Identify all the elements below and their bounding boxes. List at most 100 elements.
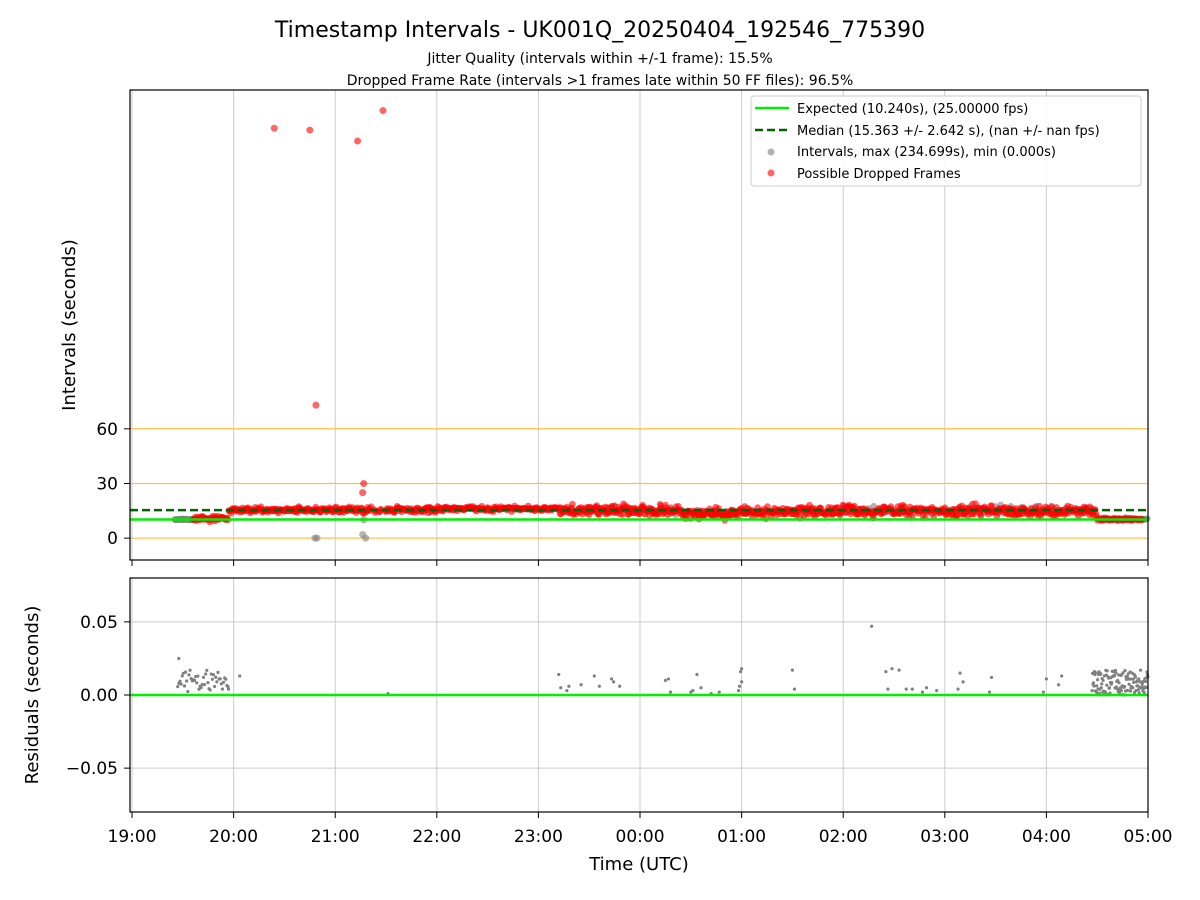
residual-point — [1137, 691, 1141, 695]
residual-point — [740, 667, 744, 671]
residual-point — [1131, 686, 1135, 690]
residual-point — [666, 677, 671, 681]
residual-point — [1090, 689, 1094, 693]
top-reference-lines — [130, 428, 1148, 539]
residual-point — [1144, 679, 1148, 684]
legend-intervals-swatch — [767, 148, 775, 156]
residual-point — [197, 687, 201, 691]
residual-point — [956, 687, 960, 691]
interval-point — [870, 502, 877, 510]
residual-point — [1132, 680, 1136, 684]
residual-point — [736, 689, 741, 693]
residual-point — [870, 624, 874, 628]
interval-outlier-point — [313, 534, 321, 542]
dropped-frame-outlier-point — [312, 401, 320, 409]
chart-subtitle-dropped: Dropped Frame Rate (intervals >1 frames … — [347, 73, 854, 89]
x-tick-label: 03:00 — [920, 827, 969, 847]
dropped-frame-point — [988, 502, 995, 509]
top-y-tick-label: 0 — [107, 529, 118, 549]
residual-point — [904, 687, 908, 691]
residual-point — [1041, 690, 1045, 694]
residual-point — [1121, 671, 1125, 675]
residual-point — [740, 680, 744, 684]
residual-point — [910, 687, 914, 691]
residual-point — [1101, 678, 1105, 683]
legend-box — [750, 95, 1142, 187]
residual-point — [1142, 690, 1146, 695]
bottom-y-axis-label: Residuals (seconds) — [22, 606, 43, 785]
residual-point — [215, 680, 219, 684]
residual-point — [1100, 682, 1104, 686]
bottom-y-tick-label: 0.00 — [80, 686, 118, 706]
residual-point — [192, 678, 197, 682]
interval-outlier-point — [362, 534, 370, 542]
residual-point — [1114, 671, 1118, 675]
legend-expected-label: Expected (10.240s), (25.00000 fps) — [797, 102, 1028, 117]
bottom-y-tick-label: 0.05 — [80, 613, 118, 633]
residual-point — [226, 685, 230, 689]
residual-point — [1127, 682, 1131, 686]
residual-point — [216, 670, 220, 674]
dropped-frame-outlier-point — [354, 137, 362, 145]
residual-point — [202, 683, 207, 687]
residual-point — [178, 679, 182, 683]
dropped-frame-outlier-point — [306, 126, 314, 134]
residual-point — [1115, 687, 1119, 691]
residual-point — [790, 668, 795, 672]
residual-point — [1044, 677, 1049, 681]
bottom-y-tick-label: −0.05 — [66, 759, 118, 779]
residual-point — [924, 686, 929, 690]
residual-point — [214, 675, 218, 679]
residual-point — [199, 685, 203, 690]
residual-point — [1119, 689, 1123, 693]
residual-point — [897, 668, 901, 672]
legend-dropped-label: Possible Dropped Frames — [797, 167, 961, 182]
legend: Expected (10.240s), (25.00000 fps) Media… — [750, 95, 1142, 187]
residual-point — [1128, 677, 1132, 681]
residual-point — [1126, 688, 1130, 693]
residual-point — [220, 687, 225, 691]
residual-point — [1131, 677, 1135, 681]
residual-point — [219, 682, 223, 686]
residual-point — [182, 684, 187, 688]
residual-point — [1060, 674, 1064, 678]
residual-point — [1122, 684, 1127, 689]
residual-point — [597, 684, 601, 688]
residual-point — [609, 677, 614, 681]
residual-point — [187, 673, 191, 677]
residual-point — [205, 668, 209, 672]
residual-point — [1095, 684, 1099, 688]
top-lines — [130, 508, 1148, 521]
residual-point — [1112, 674, 1117, 678]
residual-point — [1107, 686, 1112, 690]
top-points — [171, 107, 1151, 542]
residual-point — [1105, 683, 1109, 687]
residual-point — [695, 672, 699, 677]
residual-point — [717, 690, 721, 694]
residual-point — [183, 670, 188, 674]
residual-point — [1096, 678, 1100, 682]
residual-point — [1117, 681, 1121, 685]
residual-point — [1091, 681, 1096, 685]
top-x-ticks — [131, 560, 1149, 566]
dropped-frame-outlier-point — [379, 107, 387, 115]
residual-point — [691, 689, 695, 693]
bottom-y-ticks: 0.05 0.00 −0.05 — [66, 613, 130, 779]
residual-point — [668, 690, 673, 694]
x-tick-label: 19:00 — [108, 827, 157, 847]
top-y-axis-label: Intervals (seconds) — [59, 239, 80, 411]
residual-point — [737, 684, 742, 688]
residual-point — [1141, 679, 1145, 684]
residual-point — [1099, 686, 1103, 690]
residual-point — [206, 681, 210, 685]
top-y-tick-label: 30 — [96, 474, 118, 494]
chart-title: Timestamp Intervals - UK001Q_20250404_19… — [274, 18, 925, 43]
residual-point — [1144, 685, 1149, 690]
dropped-frame-outlier-point — [270, 124, 278, 132]
residual-point — [238, 674, 242, 678]
residual-point — [211, 673, 216, 677]
residual-point — [1092, 684, 1096, 688]
residual-point — [618, 684, 622, 688]
residual-point — [186, 689, 190, 694]
